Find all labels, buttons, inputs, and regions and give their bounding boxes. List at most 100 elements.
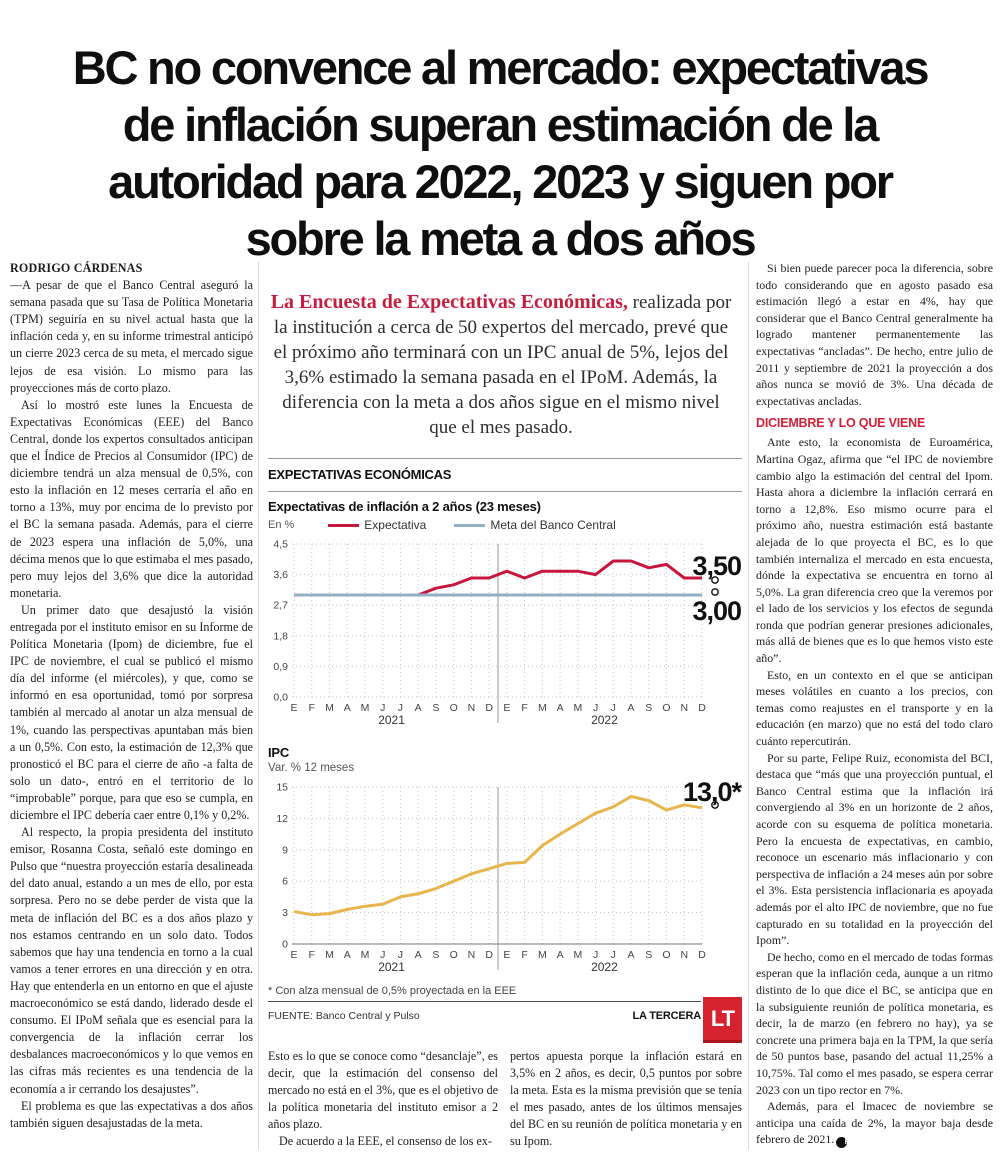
paragraph: Además, para el Imacec de noviembre se a… [756, 1098, 993, 1149]
svg-text:D: D [698, 702, 706, 714]
svg-text:M: M [361, 949, 370, 961]
svg-text:F: F [521, 949, 527, 961]
svg-text:J: J [593, 702, 598, 714]
svg-text:N: N [680, 702, 688, 714]
svg-text:F: F [521, 702, 527, 714]
paragraph: Esto, en un contexto en el que se antici… [756, 667, 993, 749]
svg-text:O: O [450, 702, 458, 714]
chart2-title: IPC [268, 745, 290, 760]
headline: BC no convence al mercado: expectativas d… [0, 39, 1000, 267]
chart2-unit-label: Var. % 12 meses [268, 762, 355, 774]
svg-text:N: N [468, 949, 476, 961]
legend-label: Meta del Banco Central [490, 518, 616, 532]
svg-text:E: E [503, 949, 510, 961]
svg-text:J: J [380, 949, 385, 961]
svg-text:E: E [290, 702, 297, 714]
svg-text:N: N [680, 949, 688, 961]
svg-text:A: A [628, 949, 635, 961]
svg-text:2021: 2021 [378, 960, 405, 974]
headline-line: autoridad para 2022, 2023 y siguen por [108, 155, 894, 209]
lede: La Encuesta de Expectativas Económicas, … [270, 290, 732, 440]
svg-text:3,50: 3,50 [692, 551, 741, 581]
column-rule-left [258, 262, 259, 1150]
paragraph: Un primer dato que desajustó la visión e… [10, 602, 253, 822]
headline-line: de inflación superan estimación de la [122, 98, 880, 152]
svg-text:2,7: 2,7 [273, 600, 288, 612]
paragraph: Si bien puede parecer poca la diferencia… [756, 261, 993, 408]
pulso-end-mark-icon: P [836, 1137, 850, 1149]
paragraph: De acuerdo a la EEE, el consenso de los … [279, 1134, 492, 1149]
expectativa-line-swatch [328, 523, 360, 527]
expectations-chart: 4,53,62,71,80,90,0E F M A M J J A S O N D E F M A M J J A S O… [273, 539, 742, 728]
left-column-body: —A pesar de que el Banco Central aseguró… [10, 277, 253, 1132]
paragraph: Al respecto, la propia presidenta del in… [10, 825, 253, 1096]
legend-item-meta: Meta del Banco Central [454, 518, 616, 532]
svg-text:E: E [503, 702, 510, 714]
svg-text:A: A [557, 702, 564, 714]
svg-text:N: N [468, 702, 476, 714]
paragraph: Así lo mostró este lunes la Encuesta de … [10, 397, 253, 600]
svg-text:J: J [380, 702, 385, 714]
svg-text:A: A [557, 949, 564, 961]
svg-text:M: M [361, 702, 370, 714]
headline-line: sobre la meta a dos años [245, 212, 757, 266]
svg-text:12: 12 [276, 813, 288, 825]
svg-text:O: O [662, 949, 670, 961]
svg-text:1,8: 1,8 [273, 630, 288, 642]
svg-text:J: J [611, 702, 616, 714]
svg-text:S: S [432, 949, 439, 961]
svg-text:D: D [485, 949, 493, 961]
svg-text:F: F [309, 949, 315, 961]
chart1-meta: En % Expectativa Meta del Banco Central [268, 517, 742, 533]
svg-text:F: F [309, 702, 315, 714]
right-column-intro: Si bien puede parecer poca la diferencia… [756, 260, 993, 409]
svg-text:S: S [432, 702, 439, 714]
source-row: FUENTE: Banco Central y Pulso LA TERCERA [268, 1001, 701, 1022]
paragraph: —A pesar de que el Banco Central aseguró… [10, 278, 253, 395]
paragraph: El problema es que las expectativas a do… [10, 1098, 253, 1130]
column-rule-right [748, 262, 749, 1150]
legend-label: Expectativa [364, 518, 427, 532]
last-paragraph-text: Además, para el Imacec de noviembre se a… [756, 1099, 993, 1147]
svg-text:4,5: 4,5 [273, 539, 288, 551]
svg-text:3,6: 3,6 [273, 569, 288, 581]
paragraph: pertos apuesta porque la inflación estar… [510, 1049, 742, 1149]
svg-text:M: M [538, 702, 547, 714]
svg-text:A: A [628, 702, 635, 714]
paragraph: Por su parte, Felipe Ruiz, economista de… [756, 750, 993, 948]
right-column-body: Ante esto, la economista de Euroamérica,… [756, 434, 993, 1098]
svg-text:O: O [450, 949, 458, 961]
paragraph: Esto es lo que se conoce como “desanclaj… [268, 1049, 498, 1132]
meta-line-swatch [454, 523, 486, 527]
byline: RODRIGO CÁRDENAS [10, 261, 143, 275]
svg-text:3,00: 3,00 [692, 596, 741, 626]
la-tercera-logo: LT [703, 997, 742, 1043]
bottom-column-b: pertos apuesta porque la inflación estar… [510, 1048, 742, 1151]
svg-text:M: M [573, 702, 582, 714]
svg-text:A: A [415, 949, 422, 961]
svg-text:A: A [415, 702, 422, 714]
svg-text:2021: 2021 [378, 713, 405, 727]
svg-text:0,0: 0,0 [273, 692, 288, 704]
svg-text:2022: 2022 [591, 960, 618, 974]
paragraph: Ante esto, la economista de Euroamérica,… [756, 435, 993, 666]
headline-line: BC no convence al mercado: expectativas [72, 41, 930, 95]
lede-highlight: La Encuesta de Expectativas Económicas, [270, 291, 628, 313]
svg-text:M: M [325, 702, 334, 714]
svg-text:J: J [398, 702, 403, 714]
left-column: RODRIGO CÁRDENAS —A pesar de que el Banc… [10, 260, 253, 1155]
paragraph: De hecho, como en el mercado de todas fo… [756, 949, 993, 1097]
svg-text:3: 3 [282, 907, 288, 919]
bottom-column-a: Esto es lo que se conoce como “desanclaj… [268, 1048, 498, 1151]
svg-text:2022: 2022 [591, 713, 618, 727]
svg-text:D: D [698, 949, 706, 961]
brand-label: LA TERCERA [632, 1010, 702, 1022]
svg-text:6: 6 [282, 876, 288, 888]
svg-text:S: S [645, 702, 652, 714]
svg-text:O: O [662, 702, 670, 714]
svg-text:A: A [344, 702, 351, 714]
graphic-section-title: EXPECTATIVAS ECONÓMICAS [268, 467, 452, 482]
chart1-title: Expectativas de inflación a 2 años (23 m… [268, 499, 541, 514]
